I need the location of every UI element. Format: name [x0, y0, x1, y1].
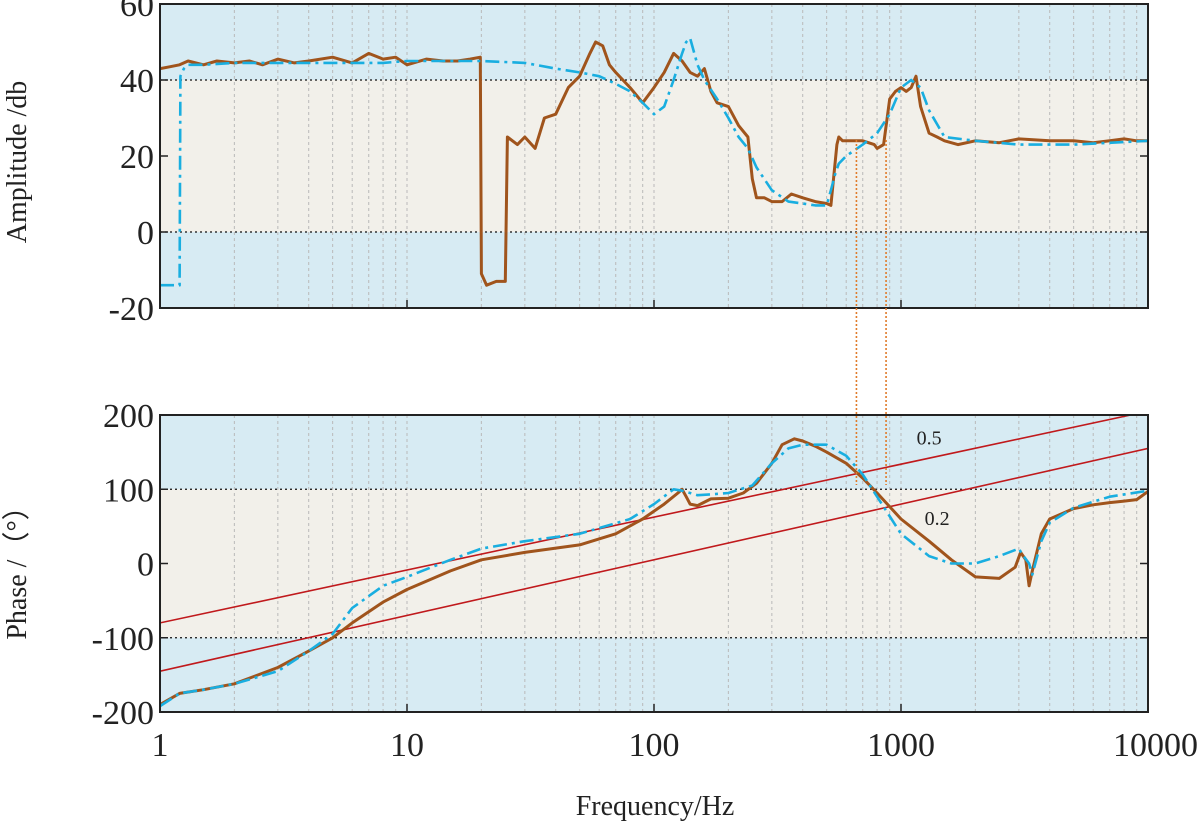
- y-tick-label: -20: [109, 291, 154, 328]
- x-tick-label: 100: [629, 727, 680, 764]
- y-tick-label: 100: [103, 472, 154, 509]
- fitted-series-line: [160, 36, 1148, 287]
- amplitude-axis-title: Amplitude /db: [2, 81, 33, 244]
- stability-line: [160, 447, 1148, 672]
- guide-lines: [855, 140, 887, 485]
- phase-axis-title: Phase /（°）: [1, 492, 33, 639]
- measured-series-line: [160, 40, 1148, 287]
- y-tick-label: 60: [120, 0, 154, 24]
- x-tick-label: 10000: [1113, 727, 1198, 764]
- y-tick-label: -100: [92, 621, 154, 658]
- x-tick-label: 1000: [867, 727, 935, 764]
- y-tick-label: 20: [120, 139, 154, 176]
- x-axis-title: Frequency/Hz: [576, 791, 735, 822]
- x-tick-label: 1: [152, 727, 169, 764]
- y-tick-label: 0: [137, 547, 154, 584]
- y-tick-label: 200: [103, 398, 154, 435]
- fitted-series-line: [160, 443, 1148, 708]
- y-tick-label: 40: [120, 63, 154, 100]
- y-tick-label: -200: [92, 695, 154, 732]
- amplitude-plot: 60 40 20 0 -20: [109, 0, 1149, 328]
- y-tick-label: 0: [137, 215, 154, 252]
- annotation-label: 0.5: [917, 428, 942, 450]
- annotation-label: 0.2: [925, 508, 950, 530]
- x-tick-label: 10: [390, 727, 424, 764]
